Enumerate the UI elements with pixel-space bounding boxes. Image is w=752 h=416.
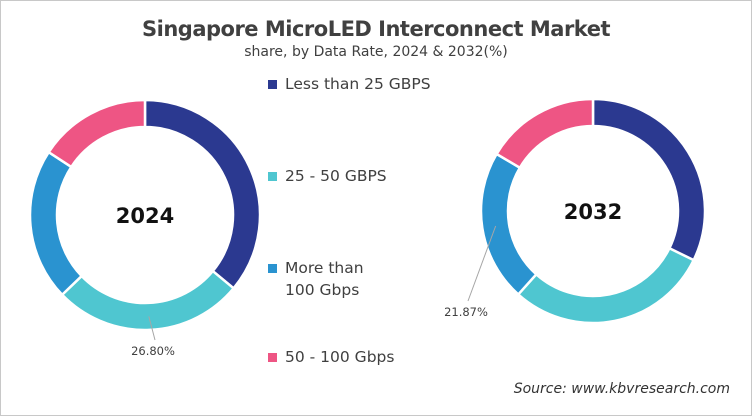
chart-title: Singapore MicroLED Interconnect Market [142,17,610,41]
legend-swatch [268,264,277,273]
donut-slice-2032-0 [591,97,707,262]
legend-swatch [268,172,277,181]
legend-item-less-than-25: Less than 25 GBPS [268,73,431,95]
data-label: 26.80% [131,344,175,358]
data-label-leader-line [148,316,156,341]
source-note: Source: www.kbvresearch.com [513,381,730,397]
legend-item-25-50: 25 - 50 GBPS [268,165,387,187]
legend-item-50-100: 50 - 100 Gbps [268,346,394,368]
donut-center-label: 2032 [564,200,622,224]
legend-swatch [268,80,277,89]
legend-label: 25 - 50 GBPS [285,167,387,185]
legend-label: 50 - 100 Gbps [285,348,395,366]
donut-slice-2032-1 [516,246,696,325]
donut-slice-2032-2 [479,152,539,297]
donut-slice-2024-1 [60,269,236,332]
donut-slice-2024-0 [143,98,262,291]
donut-slice-2024-2 [28,150,84,297]
data-label: 21.87% [444,305,488,319]
donut-slice-2032-3 [494,97,595,170]
chart-subtitle: share, by Data Rate, 2024 & 2032(%) [244,44,508,60]
legend-item-more-than-100: More than 100 Gbps [268,257,398,301]
legend-swatch [268,353,277,362]
legend-label: Less than 25 GBPS [285,75,431,93]
data-label-leader-line [467,225,497,302]
donut-center-label: 2024 [116,204,174,228]
donut-slice-2024-3 [46,98,147,169]
legend-label: More than 100 Gbps [285,259,364,299]
